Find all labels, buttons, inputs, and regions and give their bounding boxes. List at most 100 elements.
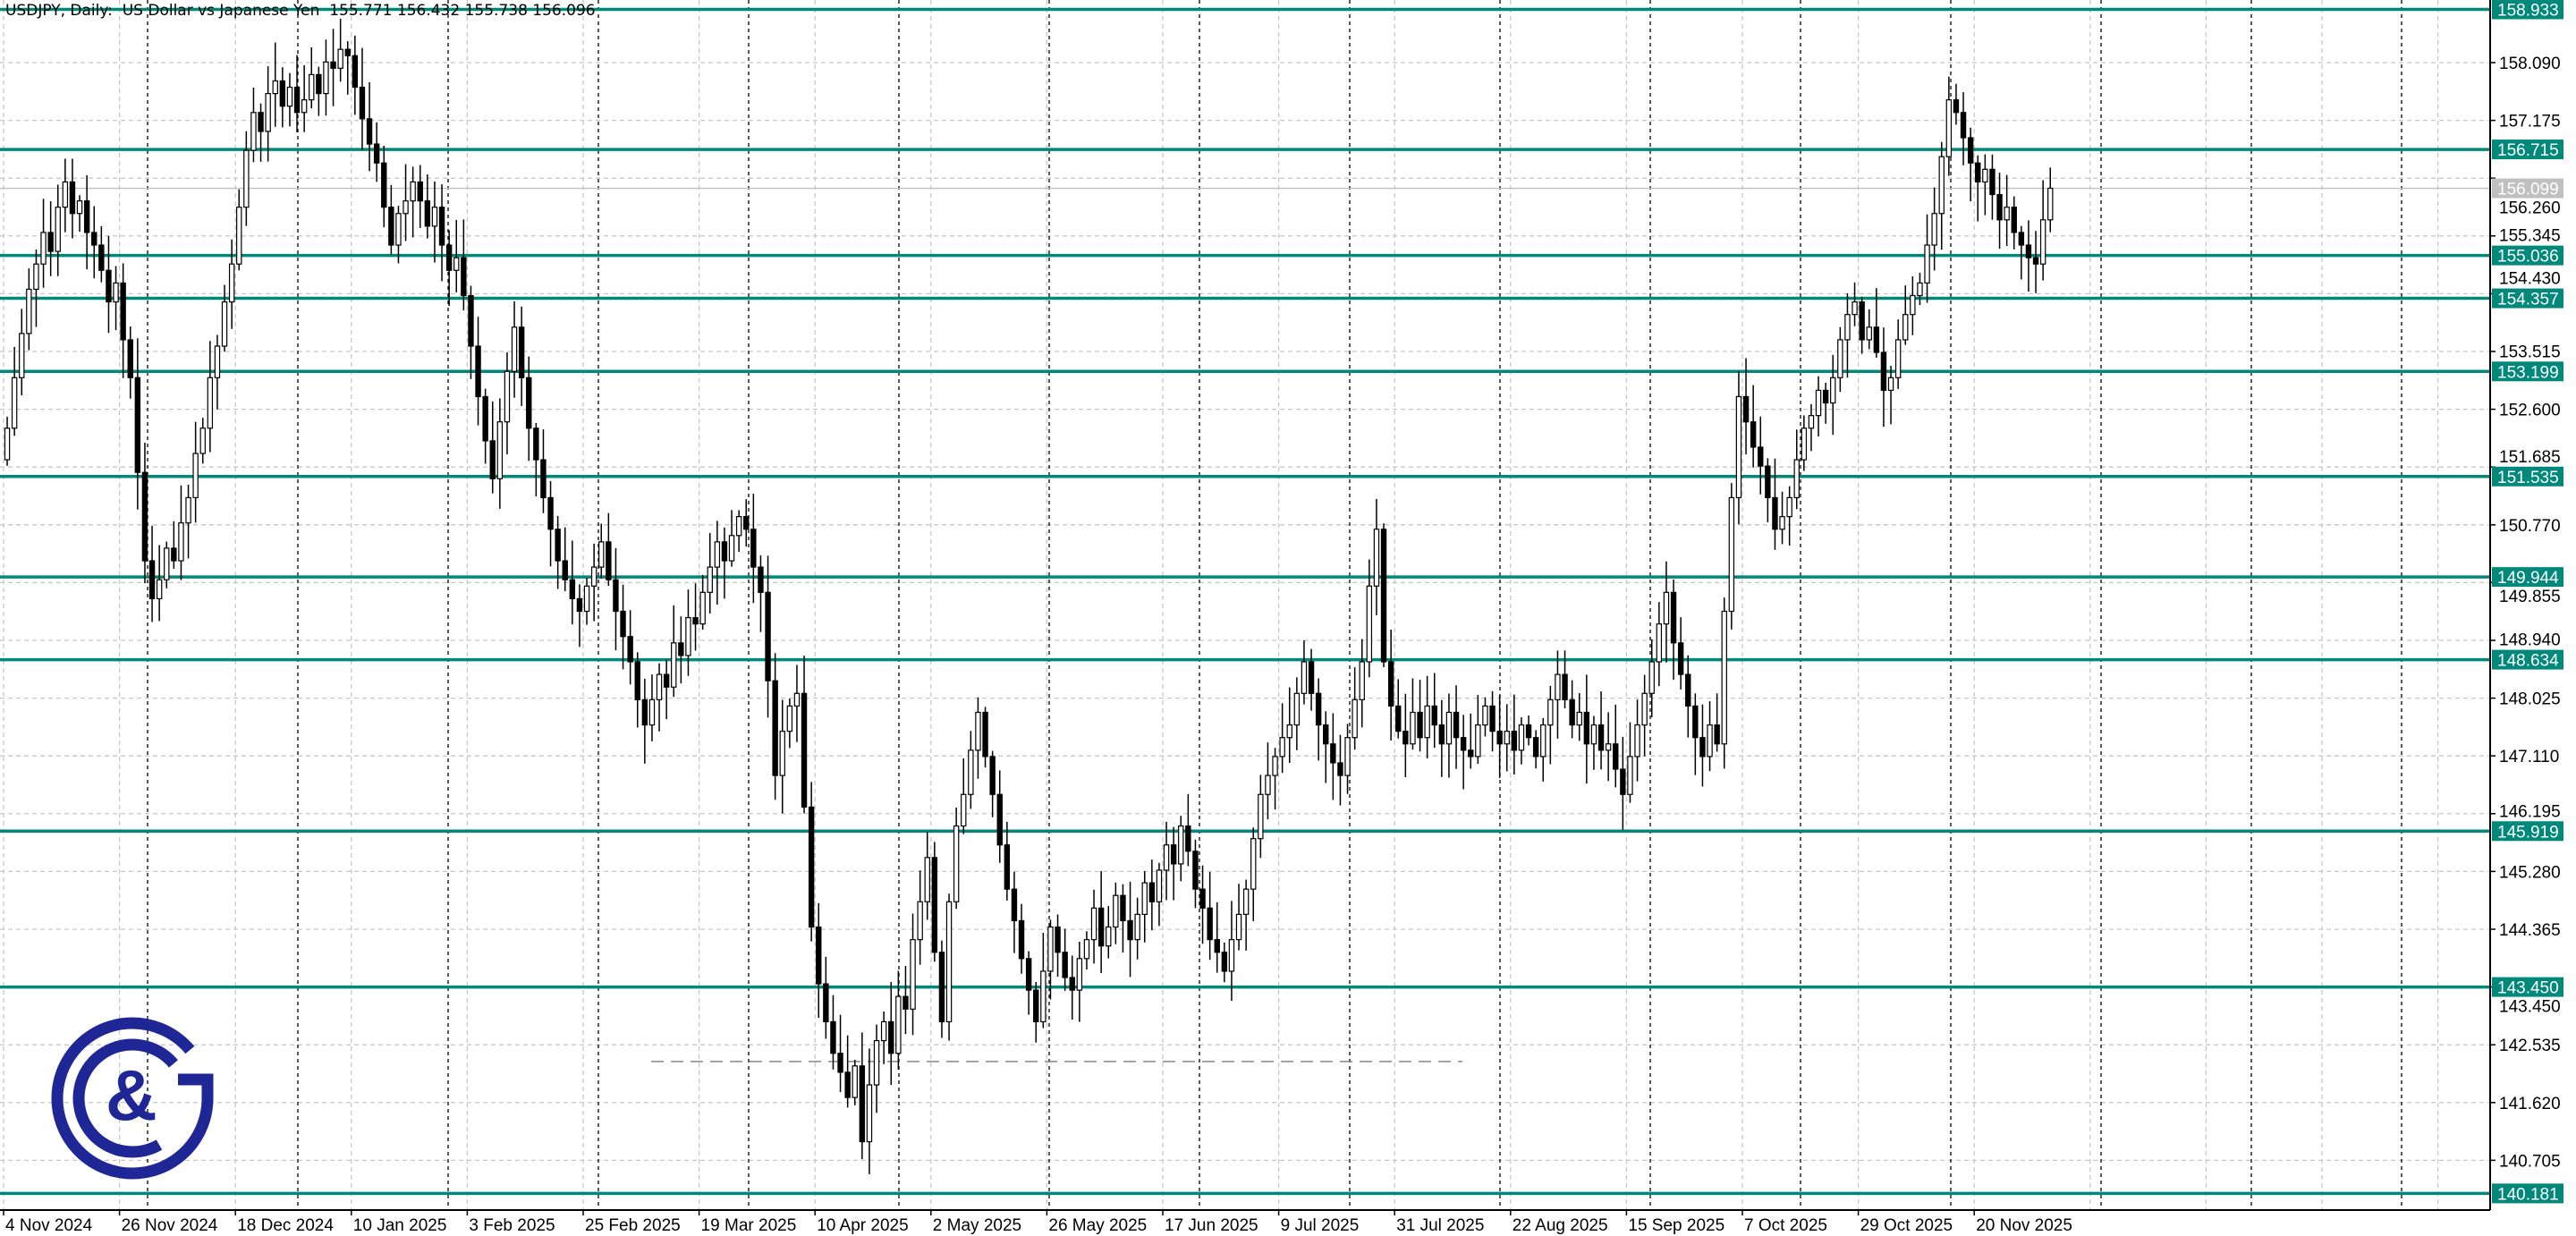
- candle-body-bull: [1163, 844, 1170, 871]
- candle: [1525, 715, 1532, 746]
- candle: [33, 249, 39, 327]
- candle-body-bull: [1540, 724, 1546, 758]
- candle: [468, 285, 474, 379]
- candle: [1793, 429, 1800, 510]
- candle-body-bear: [576, 597, 583, 613]
- candle: [127, 326, 133, 399]
- candle: [1004, 821, 1011, 901]
- candle-body-bull: [272, 80, 278, 95]
- time-axis[interactable]: 4 Nov 2024 26 Nov 2024 18 Dec 2024 10 Jan 2…: [3, 1210, 2072, 1235]
- candle-body-bull: [1424, 705, 1430, 739]
- candle-body-bear: [134, 377, 141, 473]
- candle-body-bull: [1887, 377, 1894, 392]
- candle: [1583, 674, 1590, 784]
- candle-body-bull: [1359, 661, 1365, 700]
- candle: [417, 165, 423, 228]
- candle-body-bull: [4, 428, 11, 461]
- candle: [1293, 677, 1301, 750]
- candle: [134, 338, 141, 510]
- candle-body-bear: [1714, 724, 1720, 745]
- candle: [793, 665, 801, 742]
- candle-body-bear: [627, 636, 633, 663]
- candle: [1192, 839, 1199, 909]
- candle-body-bull: [1786, 496, 1792, 518]
- candle-body-bull: [1076, 958, 1083, 991]
- level-label: 156.715: [2497, 141, 2559, 160]
- candle-body-bear: [1468, 749, 1474, 758]
- candle-body-bull: [1894, 339, 1902, 378]
- horizontal-levels[interactable]: [0, 7, 2490, 1196]
- candle: [1438, 699, 1445, 777]
- candle-body-bear: [1185, 825, 1191, 852]
- candle: [1656, 602, 1663, 687]
- candle-body-bull: [1547, 698, 1554, 726]
- candle-body-bull: [19, 333, 25, 378]
- candle-body-bull: [1945, 99, 1953, 157]
- candle-body-bull: [873, 1039, 880, 1086]
- candle: [656, 663, 663, 732]
- candle-body-bear: [1758, 446, 1764, 467]
- candle: [250, 87, 257, 163]
- candle: [1373, 498, 1380, 615]
- candle-body-bull: [1641, 692, 1648, 726]
- candle-body-bull: [1917, 282, 1923, 297]
- candle: [1468, 713, 1474, 769]
- price-axis[interactable]: 158.090 157.175 156.260 155.345 154.430 153.5…: [2490, 55, 2561, 1171]
- level-labels: 156.099 158.933 156.715 155.036 154.357 153.1…: [2492, 0, 2563, 1204]
- candle-body-bear: [801, 692, 808, 808]
- candle: [2032, 231, 2039, 293]
- candle-body-bull: [1938, 156, 1945, 215]
- candle-body-bull: [236, 207, 242, 265]
- candle: [1721, 597, 1727, 769]
- candle: [323, 39, 329, 116]
- candle: [1410, 678, 1416, 750]
- candle-body-bull: [1178, 825, 1184, 865]
- candle-body-bear: [555, 529, 561, 562]
- candle-body-bull: [1445, 711, 1453, 745]
- candle: [721, 527, 728, 599]
- candle-body-bull: [1228, 939, 1235, 972]
- candle-body-bear: [634, 661, 640, 700]
- candle: [1511, 694, 1518, 775]
- candle-body-bear: [1148, 882, 1156, 902]
- candle-body-bull: [1576, 711, 1582, 726]
- candle-body-bear: [1127, 919, 1133, 941]
- candle-body-bear: [1692, 705, 1699, 739]
- candle: [1627, 722, 1633, 803]
- candle: [931, 842, 938, 962]
- candle: [1011, 871, 1018, 953]
- candle-body-bear: [1975, 162, 1981, 183]
- candle: [968, 731, 974, 809]
- candle: [1344, 724, 1351, 794]
- candle: [258, 103, 264, 162]
- candle: [982, 707, 988, 768]
- candle-body-bull: [1040, 970, 1046, 1023]
- candle: [852, 1060, 858, 1105]
- candle-body-bull: [866, 1084, 873, 1143]
- candle: [272, 42, 278, 127]
- candle-body-bull: [1648, 661, 1655, 694]
- candle-body-bear: [171, 547, 177, 562]
- candle: [1178, 816, 1184, 882]
- candle: [1518, 717, 1525, 765]
- candle-body-bull: [924, 857, 930, 902]
- level-label: 153.199: [2497, 363, 2559, 382]
- candle: [352, 35, 359, 115]
- candle: [496, 398, 504, 509]
- candle-body-bull: [1301, 661, 1308, 694]
- candle: [1018, 903, 1025, 974]
- candle: [279, 67, 286, 128]
- x-tick-label: 22 Aug 2025: [1513, 1216, 1608, 1235]
- candle-body-bear: [1097, 907, 1105, 947]
- candle-body-bear: [1431, 705, 1437, 726]
- candle: [1786, 486, 1792, 546]
- candle: [1047, 919, 1054, 1000]
- candle-body-bear: [606, 541, 612, 580]
- candle: [1156, 862, 1163, 927]
- candle-body-bull: [714, 541, 721, 568]
- candle: [388, 184, 394, 255]
- candle: [699, 574, 706, 631]
- candle-body-bull: [496, 421, 504, 479]
- candle: [1475, 695, 1481, 764]
